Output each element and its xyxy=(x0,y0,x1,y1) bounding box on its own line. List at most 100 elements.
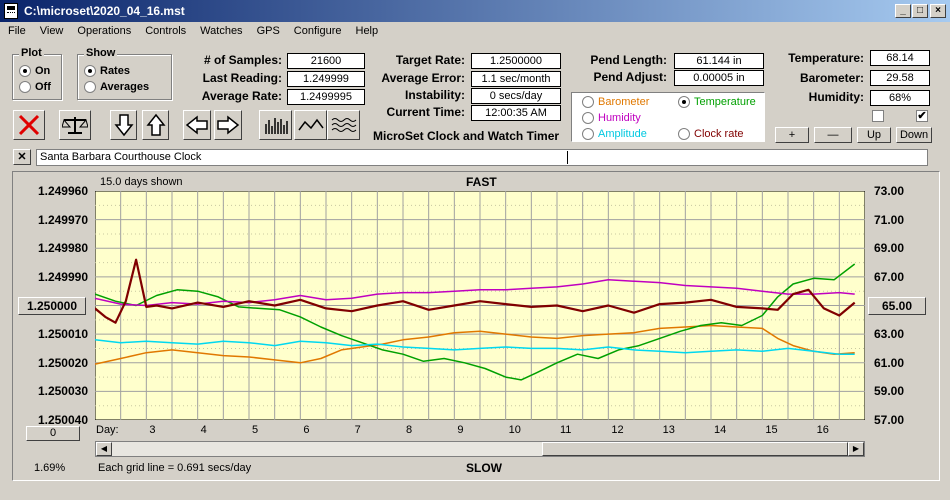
average-error-label: Average Error: xyxy=(381,71,465,85)
menu-help[interactable]: Help xyxy=(355,25,379,37)
up-button[interactable]: Up xyxy=(857,127,891,143)
left-tick-label: 1.249990 xyxy=(37,269,88,284)
sensor-amplitude-radio[interactable]: Amplitude xyxy=(582,128,647,140)
show-rates-radio[interactable]: Rates xyxy=(84,65,130,77)
x-tick-label: 6 xyxy=(303,424,310,436)
menu-gps[interactable]: GPS xyxy=(256,25,280,37)
right-tick-label: 59.00 xyxy=(874,384,905,399)
right-tick-label: 67.00 xyxy=(874,269,905,284)
radio-dot-icon xyxy=(19,65,31,77)
average-error-value: 1.1 sec/month xyxy=(471,71,561,87)
current-time-value: 12:00:35 AM xyxy=(471,105,561,121)
option-checkbox-a[interactable] xyxy=(872,110,884,122)
samples-label: # of Samples: xyxy=(203,53,282,67)
left-scale-button[interactable]: 1.250000 xyxy=(18,297,86,315)
plot-area[interactable] xyxy=(95,191,865,420)
target-rate-label: Target Rate: xyxy=(395,53,465,67)
option-checkbox-b[interactable]: ✔ xyxy=(916,110,928,122)
temperature-value: 68.14 xyxy=(870,50,930,66)
samples-value: 21600 xyxy=(287,53,365,69)
scroll-thumb[interactable] xyxy=(542,442,848,456)
left-tick-label: 1.249980 xyxy=(37,241,88,256)
menu-watches[interactable]: Watches xyxy=(200,25,243,37)
temperature-label: Temperature: xyxy=(788,51,864,65)
show-averages-radio[interactable]: Averages xyxy=(84,81,149,93)
sensor-barometer-radio[interactable]: Barometer xyxy=(582,96,649,108)
series-line-4 xyxy=(95,258,856,324)
percent-readout: 1.69% xyxy=(34,462,66,474)
radio-dot-icon xyxy=(582,112,594,124)
offset-button[interactable]: 0 xyxy=(26,426,80,441)
down-arrow-button[interactable] xyxy=(110,110,137,140)
wave-graph-button[interactable] xyxy=(327,110,360,140)
maximize-button[interactable]: □ xyxy=(912,4,928,18)
balance-button[interactable] xyxy=(59,110,91,140)
window-title: C:\microset\2020_04_16.mst xyxy=(24,4,185,18)
x-tick-label: 4 xyxy=(200,424,207,436)
scroll-left-icon[interactable]: ◀ xyxy=(96,442,112,456)
menu-file[interactable]: File xyxy=(8,25,26,37)
scroll-right-icon[interactable]: ▶ xyxy=(848,442,864,456)
x-tick-label: 16 xyxy=(816,424,829,436)
text-cursor xyxy=(567,151,568,164)
series-line-3 xyxy=(95,339,855,355)
target-rate-value: 1.2500000 xyxy=(471,53,561,69)
menu-view[interactable]: View xyxy=(39,25,64,37)
day-axis-label: Day: xyxy=(96,424,119,436)
grid-note: Each grid line = 0.691 secs/day xyxy=(98,462,252,474)
menu-controls[interactable]: Controls xyxy=(145,25,187,37)
title-bar: C:\microset\2020_04_16.mst _ □ × xyxy=(0,0,950,22)
menu-operations[interactable]: Operations xyxy=(77,25,132,37)
radio-dot-icon xyxy=(678,128,690,140)
arrow-left-icon xyxy=(185,115,208,135)
radio-dot-icon xyxy=(19,81,31,93)
arrow-down-icon xyxy=(113,114,134,137)
plot-on-radio[interactable]: On xyxy=(19,65,50,77)
x-tick-label: 12 xyxy=(611,424,624,436)
minus-button[interactable]: — xyxy=(814,127,852,143)
right-scale-button[interactable]: 65.00 xyxy=(868,297,926,315)
left-tick-label: 1.250040 xyxy=(37,413,88,427)
left-tick-label: 1.249970 xyxy=(37,212,88,227)
sensor-humidity-label: Humidity xyxy=(598,112,641,124)
sensor-humidity-radio[interactable]: Humidity xyxy=(582,112,641,124)
instability-value: 0 secs/day xyxy=(471,88,561,104)
humidity-label: Humidity: xyxy=(808,90,864,104)
sensor-clockrate-radio[interactable]: Clock rate xyxy=(678,128,744,140)
minimize-button[interactable]: _ xyxy=(895,4,911,18)
histogram-button[interactable] xyxy=(259,110,292,140)
arrow-up-icon xyxy=(145,113,166,136)
barometer-value: 29.58 xyxy=(870,70,930,86)
menu-configure[interactable]: Configure xyxy=(293,25,342,37)
sensor-temperature-radio[interactable]: Temperature xyxy=(678,96,756,108)
delete-button[interactable] xyxy=(13,110,45,140)
red-x-icon xyxy=(18,114,40,136)
x-tick-label: 5 xyxy=(252,424,259,436)
down-button[interactable]: Down xyxy=(896,127,932,143)
horizontal-scrollbar[interactable]: ◀ ▶ xyxy=(95,441,865,457)
x-tick-label: 3 xyxy=(149,424,156,436)
clear-name-button[interactable]: ✕ xyxy=(13,149,31,165)
x-tick-label: 9 xyxy=(457,424,464,436)
pend-length-label: Pend Length: xyxy=(590,53,667,67)
histogram-icon xyxy=(264,118,288,134)
pend-adjust-value: 0.00005 in xyxy=(674,70,764,86)
chart-frame xyxy=(12,171,940,481)
plot-off-radio[interactable]: Off xyxy=(19,81,51,93)
close-window-button[interactable]: × xyxy=(930,4,946,18)
series-line-1 xyxy=(95,263,856,381)
average-rate-label: Average Rate: xyxy=(201,89,282,103)
pend-adjust-label: Pend Adjust: xyxy=(593,70,667,84)
instability-label: Instability: xyxy=(404,88,465,102)
left-arrow-button[interactable] xyxy=(183,110,211,140)
sensor-temperature-label: Temperature xyxy=(694,96,756,108)
clock-name-input[interactable]: Santa Barbara Courthouse Clock xyxy=(36,149,928,166)
plus-button[interactable]: + xyxy=(775,127,809,143)
line-graph-button[interactable] xyxy=(294,110,327,140)
x-tick-label: 13 xyxy=(662,424,675,436)
right-arrow-button[interactable] xyxy=(214,110,242,140)
x-tick-label: 15 xyxy=(765,424,778,436)
right-tick-label: 57.00 xyxy=(874,413,905,427)
line-graph-icon xyxy=(297,118,324,131)
up-arrow-button[interactable] xyxy=(142,110,169,140)
